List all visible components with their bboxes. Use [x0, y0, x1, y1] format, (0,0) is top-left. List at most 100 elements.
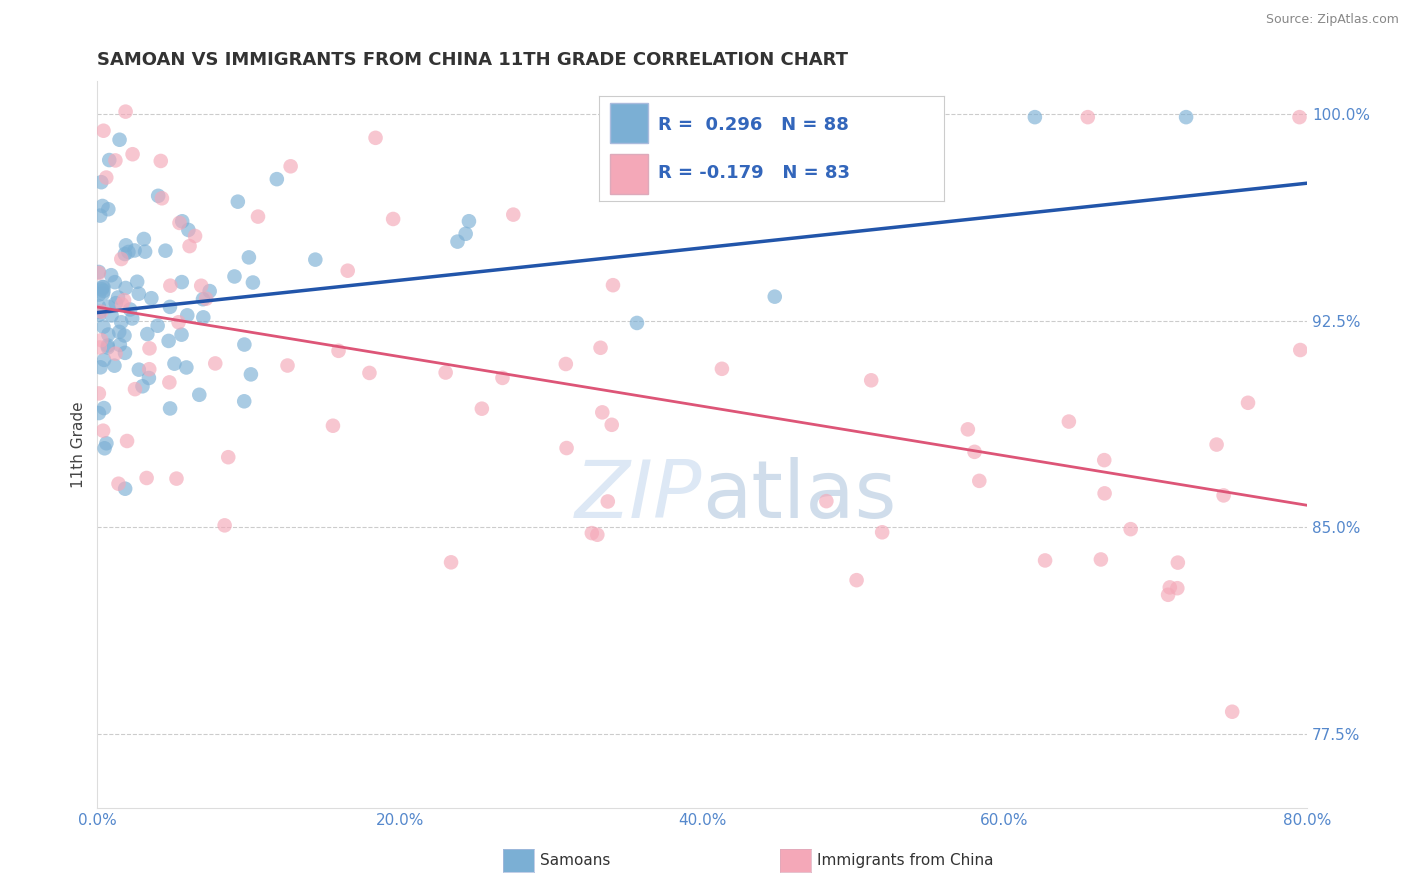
Point	[104, 296, 127, 310]
Point	[163, 357, 186, 371]
Point	[963, 445, 986, 459]
Point	[1205, 437, 1227, 451]
Point	[100, 268, 122, 283]
Point	[170, 275, 193, 289]
Point	[121, 311, 143, 326]
Point	[121, 147, 143, 161]
Point	[138, 342, 160, 356]
Point	[1212, 488, 1234, 502]
Point	[1237, 396, 1260, 410]
Point	[110, 315, 132, 329]
Point	[177, 223, 200, 237]
Point	[176, 308, 198, 322]
Point	[763, 290, 786, 304]
Point	[114, 247, 136, 261]
Point	[193, 310, 215, 325]
Point	[107, 290, 129, 304]
Text: atlas: atlas	[702, 457, 897, 534]
Text: ZIP: ZIP	[575, 457, 702, 534]
Point	[502, 208, 524, 222]
Point	[148, 189, 170, 203]
Point	[276, 359, 298, 373]
Point	[224, 269, 246, 284]
Point	[172, 214, 194, 228]
Point	[589, 341, 612, 355]
Point	[138, 371, 160, 385]
Point	[280, 159, 302, 173]
Text: SAMOAN VS IMMIGRANTS FROM CHINA 11TH GRADE CORRELATION CHART: SAMOAN VS IMMIGRANTS FROM CHINA 11TH GRA…	[97, 51, 848, 69]
Point	[127, 275, 149, 289]
Point	[93, 280, 115, 294]
Point	[969, 474, 991, 488]
Point	[114, 328, 136, 343]
Point	[87, 287, 110, 301]
Point	[555, 441, 578, 455]
Point	[239, 368, 262, 382]
Point	[108, 133, 131, 147]
Point	[149, 153, 172, 168]
Point	[184, 229, 207, 244]
Point	[602, 278, 624, 293]
Point	[554, 357, 576, 371]
Point	[1167, 556, 1189, 570]
Point	[114, 482, 136, 496]
Point	[115, 238, 138, 252]
Point	[581, 526, 603, 541]
Point	[90, 333, 112, 347]
Point	[108, 325, 131, 339]
Point	[120, 302, 142, 317]
Point	[97, 338, 120, 352]
Point	[93, 284, 115, 298]
Point	[596, 494, 619, 508]
Point	[150, 191, 173, 205]
Point	[141, 291, 163, 305]
Point	[90, 175, 112, 189]
Point	[364, 131, 387, 145]
Point	[246, 210, 269, 224]
Point	[600, 417, 623, 432]
Point	[115, 434, 138, 448]
Point	[845, 573, 868, 587]
Point	[586, 527, 609, 541]
Point	[1092, 453, 1115, 467]
Point	[157, 334, 180, 348]
Point	[89, 341, 111, 355]
Point	[104, 346, 127, 360]
Point	[97, 202, 120, 217]
Point	[471, 401, 494, 416]
Point	[322, 418, 344, 433]
Point	[103, 359, 125, 373]
Point	[124, 244, 146, 258]
Point	[1175, 110, 1198, 124]
Point	[179, 239, 201, 253]
Point	[97, 300, 120, 314]
Point	[91, 199, 114, 213]
Point	[458, 214, 481, 228]
Point	[1119, 522, 1142, 536]
Point	[89, 308, 111, 322]
Point	[1024, 110, 1046, 124]
Point	[1077, 110, 1099, 124]
Point	[89, 360, 111, 375]
Point	[198, 284, 221, 298]
Point	[114, 346, 136, 360]
Point	[336, 263, 359, 277]
Point	[1057, 415, 1080, 429]
Point	[1220, 705, 1243, 719]
Point	[136, 327, 159, 342]
Point	[157, 376, 180, 390]
Point	[170, 327, 193, 342]
Point	[159, 401, 181, 416]
Point	[304, 252, 326, 267]
Point	[1033, 553, 1056, 567]
Point	[97, 327, 120, 342]
Point	[1289, 343, 1312, 357]
Point	[359, 366, 381, 380]
Point	[159, 278, 181, 293]
Point	[96, 170, 118, 185]
Point	[860, 373, 883, 387]
Point	[159, 300, 181, 314]
Y-axis label: 11th Grade: 11th Grade	[72, 401, 86, 488]
Point	[188, 388, 211, 402]
Point	[87, 299, 110, 313]
